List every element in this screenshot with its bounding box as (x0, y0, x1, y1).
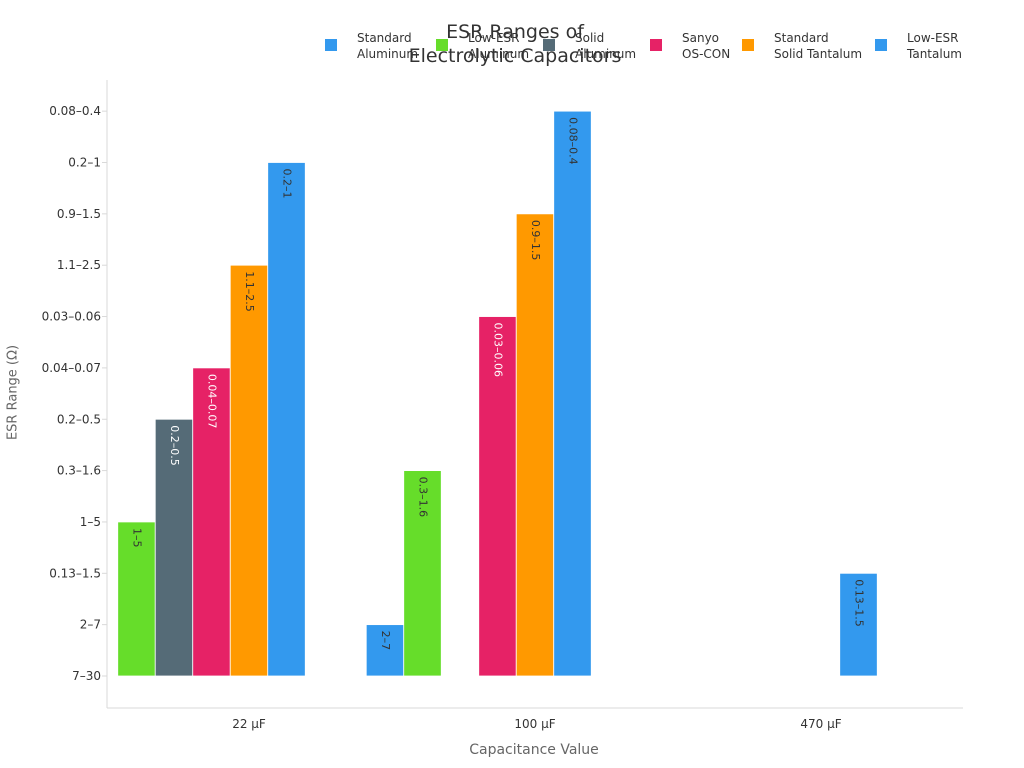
x-axis-title: Capacitance Value (469, 742, 599, 758)
bar-data-label: 0.04–0.07 (206, 374, 219, 428)
x-tick-label: 100 µF (514, 717, 555, 731)
legend-label: Solid Aluminum (575, 31, 637, 61)
legend-label: Standard Solid Tantalum (774, 31, 863, 61)
bar (839, 572, 878, 677)
bar-data-label: 0.08–0.4 (567, 117, 580, 164)
y-tick-label: 1–5 (80, 515, 101, 529)
bar-data-label: 0.03–0.06 (492, 323, 505, 377)
bar-data-label: 1.1–2.5 (243, 271, 256, 312)
legend-swatch (742, 39, 754, 51)
bar-data-label: 0.2–0.5 (168, 425, 181, 466)
bar (478, 316, 517, 677)
y-tick-label: 0.2–1 (68, 156, 101, 170)
x-tick-label: 470 µF (800, 717, 841, 731)
chart-title: ESR Ranges of Electrolytic Capacitors (408, 21, 622, 67)
bar (192, 367, 231, 677)
bar (267, 162, 306, 677)
bar-data-label: 0.13–1.5 (853, 579, 866, 627)
y-tick-label: 2–7 (80, 618, 101, 632)
x-tick-label: 22 µF (232, 717, 266, 731)
legend-swatch (875, 39, 887, 51)
bar (403, 470, 442, 677)
chart-legend: Standard Aluminum Low-ESR Aluminum Solid A… (325, 30, 1015, 64)
legend-label: Sanyo OS-CON (682, 31, 731, 61)
y-tick-label: 0.03–0.06 (42, 310, 101, 324)
bar-data-label: 0.9–1.5 (529, 220, 542, 261)
bar-data-label: 0.2–1 (281, 169, 294, 199)
bar (515, 213, 555, 677)
y-tick-label: 0.08–0.4 (49, 104, 101, 118)
bar (553, 110, 592, 677)
legend-label: Standard Aluminum (357, 31, 419, 61)
legend-label: Low-ESR Tantalum (907, 31, 962, 61)
y-tick-label: 0.3–1.6 (57, 464, 101, 478)
bar-data-label: 0.3–1.6 (417, 477, 430, 517)
legend-swatch (436, 39, 448, 51)
y-tick-label: 7–30 (72, 669, 101, 683)
y-tick-label: 0.9–1.5 (57, 207, 101, 221)
y-tick-label: 1.1–2.5 (57, 258, 101, 272)
bar (229, 264, 269, 677)
bar-data-label: 2–7 (379, 631, 392, 651)
legend-swatch (650, 39, 662, 51)
bar-data-label: 1–5 (131, 528, 144, 548)
legend-label: Low-ESR Aluminum (468, 31, 530, 61)
y-tick-label: 0.2–0.5 (57, 412, 101, 426)
legend-swatch (543, 39, 555, 51)
y-axis-title: ESR Range (Ω) (5, 344, 21, 441)
legend-swatch (325, 39, 337, 51)
y-tick-label: 0.13–1.5 (49, 566, 101, 580)
y-tick-label: 0.04–0.07 (42, 361, 101, 375)
